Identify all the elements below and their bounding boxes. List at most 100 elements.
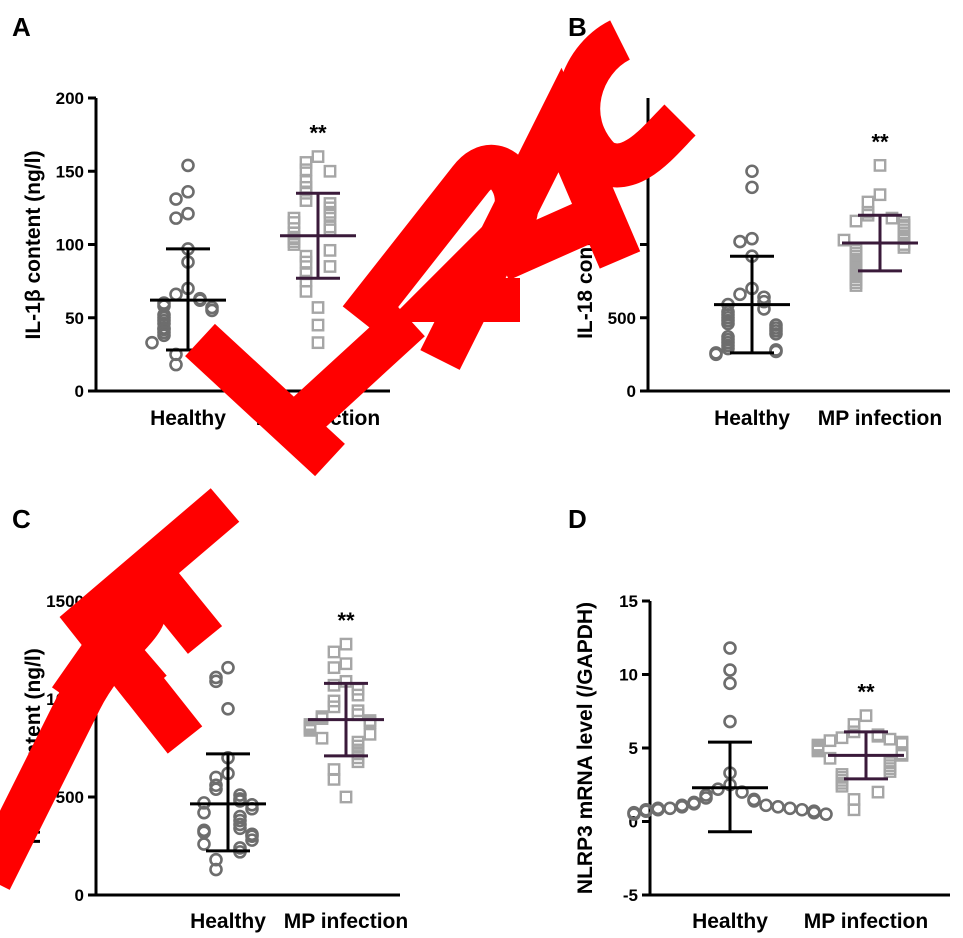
y-axis-label: IL-1β content (ng/l) [22,151,45,340]
significance-marker: ** [871,129,889,154]
data-point-mp-infection [303,723,317,737]
data-point-healthy [197,837,211,851]
data-point-healthy [181,158,195,173]
data-point-healthy [699,791,713,805]
data-point-healthy [663,801,677,816]
panel-letter: D [568,504,587,534]
data-point-mp-infection [363,727,377,741]
data-point-healthy [745,231,759,246]
data-point-mp-infection [883,732,897,746]
x-category-label: MP infection [284,910,408,933]
data-point-mp-infection [299,255,313,269]
data-point-mp-infection [363,716,377,729]
data-point-mp-infection [861,195,875,209]
data-point-healthy [795,802,809,817]
data-point-healthy [721,316,735,331]
data-point-mp-infection [859,709,873,723]
data-point-healthy [209,862,223,877]
watermark-letter-c [556,20,696,188]
data-point-mp-infection [287,238,301,251]
data-point-healthy [627,807,641,821]
data-point-healthy [771,799,785,814]
data-point-mp-infection [323,220,337,234]
data-point-mp-infection [847,793,861,806]
data-point-mp-infection [299,156,313,169]
data-point-healthy [723,641,737,655]
y-tick-label: 0 [75,382,84,401]
data-point-mp-infection [339,790,353,804]
y-tick-label: 0 [627,382,636,401]
watermark-letter-t [185,303,425,477]
data-point-mp-infection [823,751,837,765]
data-point-healthy [169,287,183,302]
data-point-mp-infection [323,223,337,237]
data-point-mp-infection [299,194,313,207]
panel-d: D -5 0 5 10 15 NLRP3 mRNA level (/GAPDH) Health… [568,504,950,933]
data-point-healthy [733,234,747,249]
data-point-mp-infection [837,233,851,247]
data-point-mp-infection [323,208,337,222]
data-point-healthy [169,211,183,225]
data-point-healthy [819,807,833,821]
data-point-mp-infection [883,765,897,778]
data-point-mp-infection [339,657,353,671]
x-category-label: Healthy [692,910,768,933]
data-point-mp-infection [823,734,837,748]
data-point-healthy [733,287,747,302]
data-point-healthy [783,801,797,816]
data-point-healthy [245,833,259,847]
data-point-mp-infection [847,803,861,817]
retraction-watermark [0,20,696,890]
data-point-mp-infection [351,688,365,702]
data-point-mp-infection [849,214,863,228]
y-tick-label: 500 [608,309,636,328]
data-point-mp-infection [885,211,899,225]
y-tick-label: 500 [56,788,84,807]
data-point-healthy [157,328,171,343]
data-point-mp-infection [323,260,337,273]
data-point-healthy [757,294,771,309]
significance-marker: ** [857,680,875,705]
data-point-mp-infection [323,243,337,257]
watermark-letter-e [59,488,240,754]
data-point-healthy [145,335,159,350]
y-tick-label: 15 [619,592,638,611]
y-axis-label: NLRP3 mRNA level (/GAPDH) [574,602,597,894]
data-point-healthy [723,663,737,677]
data-point-mp-infection [327,772,341,786]
data-point-mp-infection [311,150,325,163]
data-point-mp-infection [327,661,341,675]
data-point-mp-infection [811,744,825,758]
data-point-healthy [181,184,195,199]
significance-marker: ** [309,121,327,146]
data-point-mp-infection [299,284,313,298]
data-point-mp-infection [299,163,313,177]
x-category-label: Healthy [714,407,790,430]
data-point-mp-infection [311,318,325,332]
x-category-label: Healthy [150,407,226,430]
data-point-mp-infection [327,700,341,714]
data-point-healthy [723,714,737,729]
data-point-mp-infection [327,645,341,659]
data-point-healthy [181,206,195,221]
data-point-mp-infection [315,731,329,745]
x-category-label: Healthy [190,910,266,933]
data-point-healthy [745,180,759,195]
data-point-mp-infection [351,704,365,718]
data-point-healthy [721,341,735,356]
x-category-label: MP infection [804,910,928,933]
data-point-mp-infection [323,164,337,178]
data-point-healthy [221,660,235,675]
data-point-healthy [233,794,247,808]
y-tick-label: 0 [629,813,638,832]
data-point-healthy [221,701,235,716]
x-category-label: MP infection [818,407,942,430]
y-tick-label: 100 [56,236,84,255]
significance-marker: ** [337,608,355,633]
data-point-healthy [745,164,759,179]
data-point-mp-infection [311,301,325,314]
data-point-mp-infection [835,779,849,793]
data-point-healthy [169,357,183,372]
data-point-healthy [209,782,223,796]
